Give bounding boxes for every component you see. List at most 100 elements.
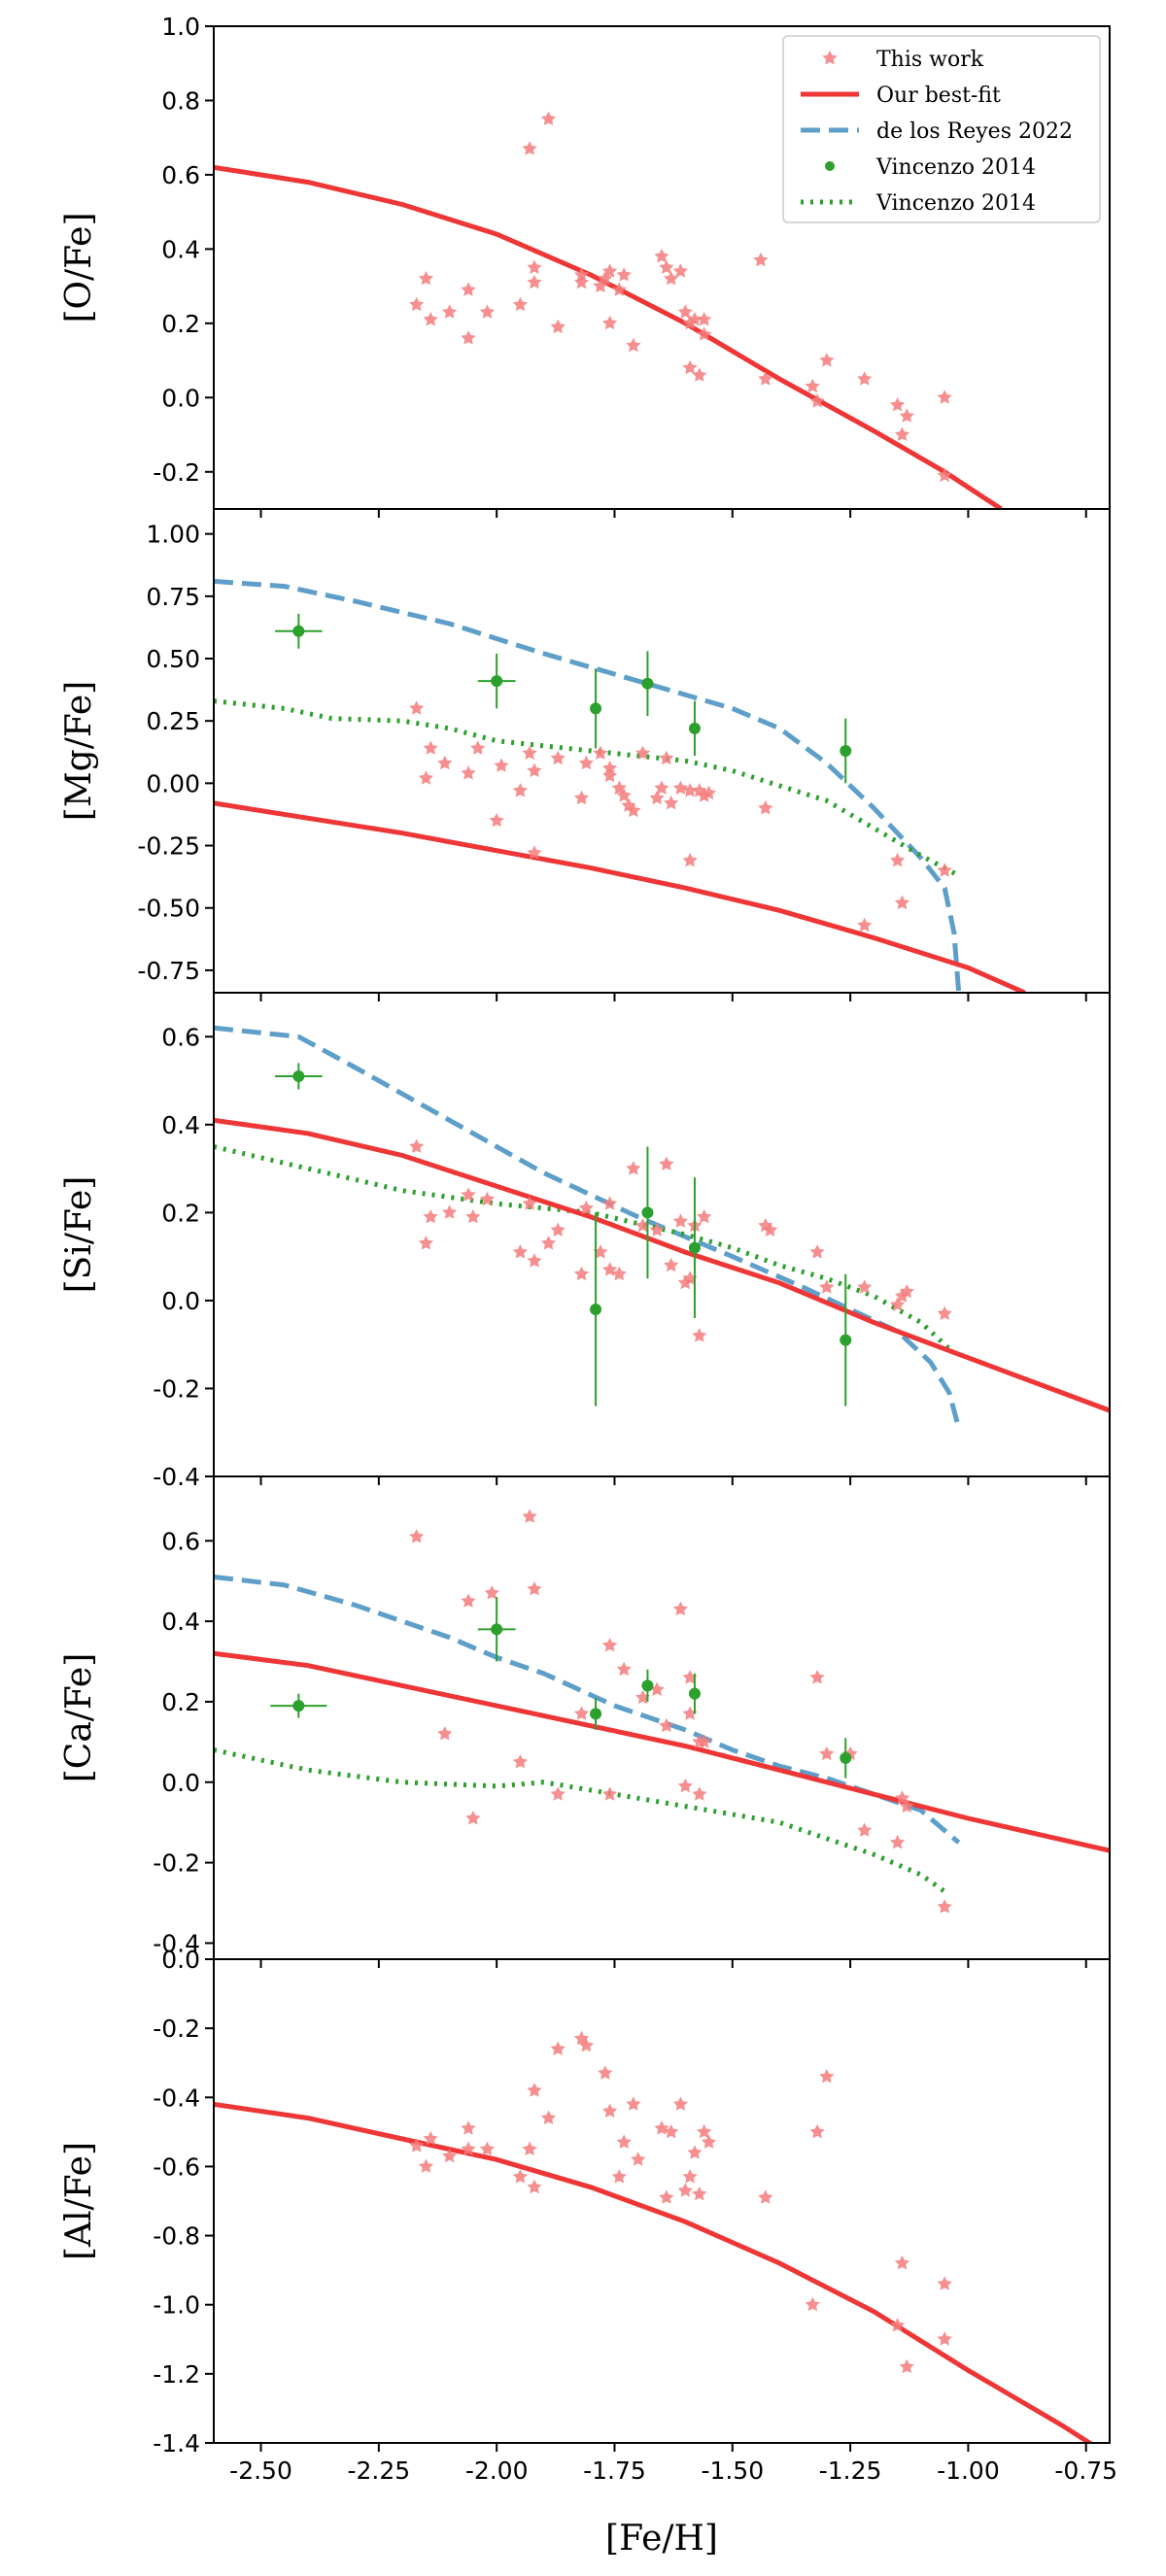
- this-work-point: [857, 1823, 872, 1837]
- this-work-point: [480, 304, 495, 318]
- x-tick-label: -1.00: [937, 2457, 1000, 2485]
- this-work-point: [895, 2255, 909, 2270]
- y-tick-label: -0.50: [137, 895, 200, 923]
- this-work-point: [465, 1811, 480, 1825]
- this-work-point: [626, 1161, 640, 1175]
- x-tick-label: -0.75: [1054, 2457, 1117, 2485]
- y-tick-label: 0.8: [161, 86, 200, 115]
- this-work-point: [659, 1157, 673, 1170]
- this-work-point: [551, 2042, 566, 2056]
- y-tick-label: -0.6: [153, 2152, 200, 2181]
- this-work-point: [687, 2145, 702, 2159]
- x-tick-label: -2.25: [347, 2457, 410, 2485]
- this-work-point: [574, 1267, 589, 1281]
- y-tick-label: 1.00: [146, 521, 200, 549]
- legend-label: Vincenzo 2014: [875, 191, 1036, 216]
- vincenzo-2014-model-curve: [214, 1750, 949, 1895]
- panel-plot-area: [214, 2031, 1100, 2450]
- this-work-point: [480, 2142, 495, 2156]
- this-work-point: [673, 2096, 688, 2111]
- this-work-point: [523, 746, 537, 760]
- this-work-point: [758, 2189, 772, 2204]
- y-tick-label: 0.75: [146, 583, 200, 611]
- panel-plot-area: [214, 1028, 1110, 1428]
- this-work-point: [527, 275, 541, 289]
- this-work-point: [673, 1213, 688, 1228]
- vincenzo-2014-point: [689, 1688, 701, 1700]
- this-work-point: [659, 260, 673, 275]
- y-tick-label: 1.0: [161, 13, 200, 41]
- this-work-point: [702, 2135, 716, 2150]
- this-work-point: [810, 1244, 825, 1259]
- this-work-point: [895, 896, 909, 910]
- this-work-point: [551, 320, 566, 333]
- this-work-point: [697, 312, 711, 326]
- y-tick-label: 0.00: [146, 769, 200, 797]
- this-work-point: [527, 260, 541, 275]
- this-work-point: [490, 813, 504, 827]
- this-work-point: [523, 141, 537, 154]
- y-tick-label: -0.75: [137, 957, 200, 985]
- panel-5: 0.0-0.2-0.4-0.6-0.8-1.0-1.2-1.4[Al/Fe]: [59, 1946, 1110, 2457]
- this-work-point: [692, 2186, 706, 2201]
- this-work-point: [513, 783, 528, 797]
- this-work-point: [659, 2189, 673, 2204]
- this-work-point: [617, 2135, 632, 2150]
- this-work-point: [541, 112, 556, 125]
- this-work-point: [465, 1209, 480, 1224]
- this-work-point: [683, 2169, 698, 2184]
- this-work-point: [895, 427, 909, 442]
- this-work-point: [810, 1670, 825, 1684]
- panel-3: 0.60.40.20.0-0.2-0.4[Si/Fe]: [59, 993, 1110, 1491]
- x-tick-label: -2.00: [465, 2457, 529, 2485]
- y-tick-label: -0.2: [153, 1374, 200, 1403]
- this-work-point: [612, 2169, 627, 2184]
- this-work-point: [419, 2158, 433, 2173]
- y-tick-label: -0.2: [153, 458, 200, 487]
- this-work-point: [523, 1508, 537, 1523]
- y-tick-label: 0.2: [161, 1688, 200, 1716]
- vincenzo-2014-point: [590, 702, 601, 714]
- this-work-point: [890, 397, 905, 411]
- this-work-point: [678, 2183, 693, 2197]
- vincenzo-2014-point: [840, 1752, 851, 1764]
- y-axis-label: [O/Fe]: [59, 212, 99, 322]
- legend-label: This work: [876, 48, 984, 72]
- this-work-point: [442, 1204, 457, 1218]
- this-work-point: [419, 770, 433, 785]
- legend-label: Our best-fit: [876, 84, 1001, 108]
- vincenzo-2014-point: [292, 626, 304, 637]
- y-tick-label: -0.25: [137, 832, 200, 861]
- this-work-point: [513, 1754, 528, 1768]
- this-work-point: [692, 367, 706, 381]
- x-tick-label: -1.50: [701, 2457, 764, 2485]
- y-tick-label: -1.4: [153, 2429, 200, 2457]
- this-work-point: [678, 1779, 693, 1793]
- y-tick-label: 0.0: [161, 384, 200, 412]
- y-tick-label: -1.2: [153, 2360, 200, 2389]
- y-tick-label: 0.2: [161, 1199, 200, 1227]
- panel-frame: [214, 1959, 1110, 2443]
- this-work-point: [523, 2142, 537, 2156]
- y-axis-label: [Si/Fe]: [59, 1176, 99, 1294]
- best-fit-curve: [214, 2104, 1100, 2450]
- vincenzo-2014-model-curve: [214, 701, 959, 876]
- this-work-point: [602, 2104, 617, 2118]
- this-work-point: [579, 756, 594, 770]
- x-axis-label: [Fe/H]: [605, 2519, 718, 2559]
- y-tick-label: 0.0: [161, 1287, 200, 1315]
- this-work-point: [659, 1718, 673, 1733]
- this-work-point: [574, 1706, 589, 1719]
- this-work-point: [806, 2297, 820, 2312]
- this-work-point: [938, 1306, 952, 1321]
- this-work-point: [683, 853, 698, 867]
- panel-plot-area: [214, 581, 1025, 993]
- this-work-point: [664, 796, 678, 810]
- vincenzo-2014-point: [292, 1070, 304, 1082]
- x-tick-label: -1.75: [583, 2457, 646, 2485]
- this-work-point: [461, 765, 475, 780]
- this-work-point: [673, 1602, 688, 1615]
- this-work-point: [513, 1244, 528, 1259]
- this-work-point: [938, 2276, 952, 2289]
